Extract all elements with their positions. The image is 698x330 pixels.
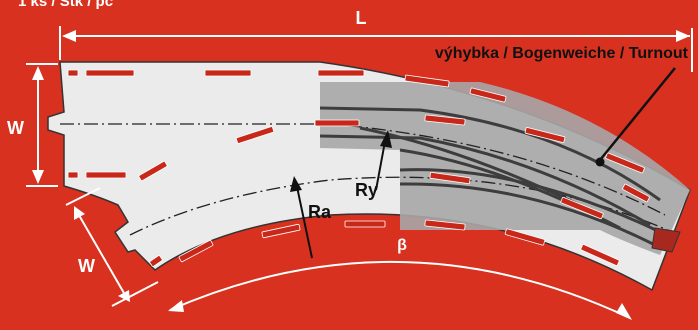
arrowhead [616, 303, 632, 320]
dimension-arrows [32, 30, 690, 320]
outer-radius-line [295, 181, 313, 259]
width-bottom-tick [111, 281, 159, 307]
width-bottom-tick [65, 187, 101, 206]
arrowhead [168, 300, 184, 312]
sleeper-slots [67, 69, 650, 267]
turnout-leader [595, 67, 676, 167]
slot [204, 69, 252, 77]
slot [67, 69, 79, 77]
rail [399, 182, 656, 247]
slot [605, 152, 645, 174]
slot [424, 219, 466, 231]
leader-line [599, 67, 676, 161]
slot [560, 196, 604, 220]
arrowhead [62, 30, 76, 42]
rail [319, 134, 651, 227]
angle-label: β [397, 237, 407, 254]
radius-arrows [290, 130, 392, 259]
slot [67, 171, 79, 179]
slot [504, 228, 546, 246]
slot [178, 239, 214, 263]
slot [235, 126, 275, 144]
length-label: L [356, 8, 367, 28]
turnout-radius-label: Ry [355, 180, 378, 200]
width-bottom-line [75, 209, 129, 301]
slot [424, 114, 466, 126]
slot [149, 255, 163, 267]
slot [469, 87, 507, 103]
width-bottom-label: W [78, 256, 95, 276]
outer-radius-label: Ra [308, 202, 332, 222]
arrowhead [118, 290, 130, 302]
slot [261, 223, 301, 239]
arrowhead [32, 170, 44, 184]
slot [314, 119, 360, 127]
turnout-label: výhybka / Bogenweiche / Turnout [435, 45, 689, 62]
angle-arc [169, 260, 631, 319]
leader-dot [595, 157, 605, 167]
slot [429, 171, 471, 185]
arrowhead [32, 66, 44, 80]
slot [138, 160, 168, 182]
slot [85, 69, 135, 77]
arrowhead [290, 176, 302, 192]
slot [524, 127, 566, 143]
slot [580, 244, 620, 266]
rail [319, 106, 661, 202]
arrowhead [676, 30, 690, 42]
frog-block [651, 227, 681, 253]
arrowhead [380, 130, 392, 148]
slot [317, 69, 365, 77]
pieces-label: 1 ks / Stk / pc [18, 0, 113, 10]
slot [622, 183, 650, 203]
arrowhead [74, 206, 85, 220]
slot [344, 220, 386, 228]
width-top-label: W [7, 118, 24, 138]
slot [404, 74, 450, 88]
slot [85, 171, 127, 179]
straight-centerline [60, 123, 666, 216]
dimension-lines [26, 26, 693, 319]
